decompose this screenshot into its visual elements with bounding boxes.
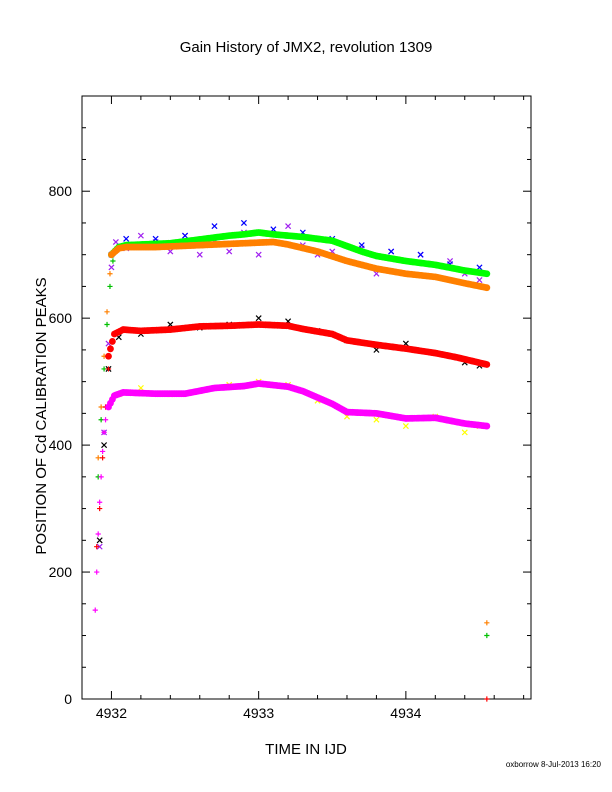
data-point: [108, 264, 115, 271]
series-9: [108, 238, 491, 292]
data-point: [107, 283, 113, 290]
series-4: [95, 258, 490, 639]
data-point: [94, 569, 100, 575]
data-point: [102, 417, 109, 423]
data-point: [483, 284, 491, 292]
data-point: [484, 620, 490, 626]
data-point: [101, 442, 108, 449]
data-point: [461, 429, 468, 436]
data-point: [92, 607, 98, 613]
data-point: [123, 235, 130, 242]
data-point: [373, 416, 380, 423]
series-6: [92, 404, 110, 613]
data-point: [137, 232, 144, 239]
data-point: [94, 544, 100, 550]
y-tick-label: 0: [64, 691, 72, 707]
data-point: [196, 251, 203, 258]
y-tick-label: 200: [49, 564, 73, 580]
data-point: [109, 338, 116, 345]
axis-ticks: 0 200 400 600 800 4932 4933 4934: [49, 95, 531, 721]
data-point: [112, 238, 119, 246]
data-point: [98, 417, 104, 423]
data-point: [255, 251, 262, 258]
series-5: [95, 271, 490, 626]
data-point: [104, 309, 110, 315]
data-point: [484, 696, 490, 702]
data-point: [211, 223, 218, 230]
data-point: [97, 505, 103, 512]
data-point: [182, 232, 189, 239]
footer-timestamp: oxborrow 8-Jul-2013 16:20: [506, 760, 602, 769]
data-point: [101, 366, 107, 372]
x-tick-label: 4934: [390, 705, 421, 721]
y-axis-label: POSITION OF Cd CALIBRATION PEAKS: [33, 277, 50, 554]
data-point: [484, 632, 490, 639]
data-point: [483, 422, 491, 430]
data-point: [358, 242, 365, 249]
x-tick-label: 4932: [96, 705, 127, 721]
data-point: [100, 448, 106, 455]
data-point: [240, 219, 247, 226]
data-point: [417, 251, 424, 258]
data-point: [98, 474, 104, 480]
x-tick-label: 4933: [243, 705, 274, 721]
data-point: [255, 315, 262, 322]
data-point: [104, 321, 110, 328]
data-point: [95, 531, 101, 537]
y-tick-label: 800: [49, 183, 73, 199]
series-8: [108, 229, 491, 278]
data-point: [107, 271, 113, 277]
plot-frame: [81, 95, 532, 700]
series-11: [105, 380, 491, 430]
y-tick-label: 400: [49, 437, 73, 453]
data-point: [285, 223, 292, 230]
data-marks: [92, 219, 491, 702]
data-point: [110, 258, 116, 264]
data-point: [483, 361, 491, 368]
x-axis-label: TIME IN IJD: [265, 741, 347, 758]
chart-title: Gain History of JMX2, revolution 1309: [180, 39, 433, 56]
data-point: [96, 543, 103, 550]
series-10: [105, 321, 491, 368]
data-point: [101, 429, 107, 436]
data-point: [98, 404, 104, 410]
series-7: [94, 366, 490, 702]
data-point: [226, 248, 233, 255]
data-point: [105, 366, 112, 372]
data-point: [97, 499, 103, 505]
data-point: [96, 537, 103, 544]
data-point: [483, 270, 491, 278]
data-point: [105, 352, 112, 360]
data-point: [100, 455, 106, 461]
data-point: [476, 277, 483, 284]
data-point: [388, 248, 395, 255]
data-point: [107, 345, 114, 353]
data-point: [402, 423, 409, 430]
data-point: [95, 455, 101, 461]
y-tick-label: 600: [49, 310, 73, 326]
